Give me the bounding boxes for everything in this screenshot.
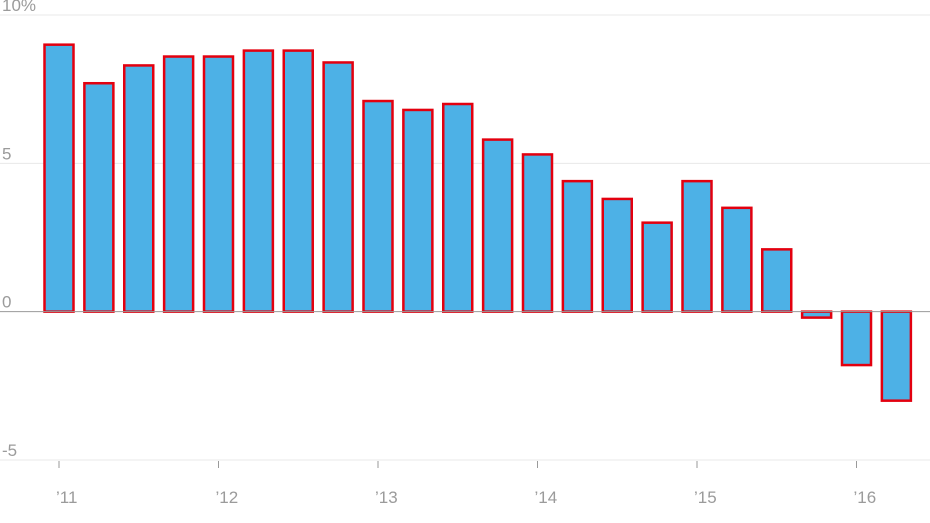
bar-2013-q3 — [442, 102, 474, 313]
bar-2015-q4 — [800, 310, 833, 319]
bar-2016-q2 — [880, 310, 913, 402]
bar-2011-q4 — [162, 55, 195, 313]
bar-2015-q3 — [761, 248, 793, 313]
axis-layer — [0, 311, 930, 468]
bar-2012-q2 — [242, 49, 275, 313]
bar-2011-q2 — [83, 81, 115, 313]
y-tick-label: 10% — [2, 0, 36, 15]
bar-2016-q1 — [840, 310, 873, 367]
bar-2011-q1 — [43, 43, 75, 313]
bar-2014-q3 — [601, 197, 633, 313]
x-tick-label: ’15 — [694, 488, 717, 507]
bar-2014-q1 — [521, 153, 554, 313]
x-tick-label: ’11 — [56, 488, 77, 507]
x-tick-label: ’16 — [854, 488, 877, 507]
y-tick-label: -5 — [2, 441, 17, 460]
bar-2013-q1 — [362, 99, 394, 313]
y-tick-label: 5 — [2, 144, 11, 163]
bar-2013-q4 — [481, 138, 514, 313]
x-tick-label: ’13 — [375, 488, 398, 507]
bar-layer — [43, 43, 913, 402]
bar-2012-q4 — [322, 61, 354, 313]
bar-2012-q3 — [282, 49, 314, 313]
x-tick-label: ’14 — [535, 488, 558, 507]
bar-2014-q4 — [641, 221, 673, 313]
bar-2014-q2 — [561, 179, 594, 313]
bar-2012-q1 — [202, 55, 235, 313]
bar-2011-q3 — [123, 64, 155, 313]
bar-2013-q2 — [402, 108, 434, 313]
x-tick-label: ’12 — [216, 488, 239, 507]
bar-2015-q1 — [681, 179, 713, 313]
label-layer: 10% 5 0 -5 ’11 ’12 ’13 ’14 ’15 ’16 — [2, 0, 876, 507]
bar-2015-q2 — [721, 206, 753, 313]
y-tick-label: 0 — [2, 293, 11, 312]
